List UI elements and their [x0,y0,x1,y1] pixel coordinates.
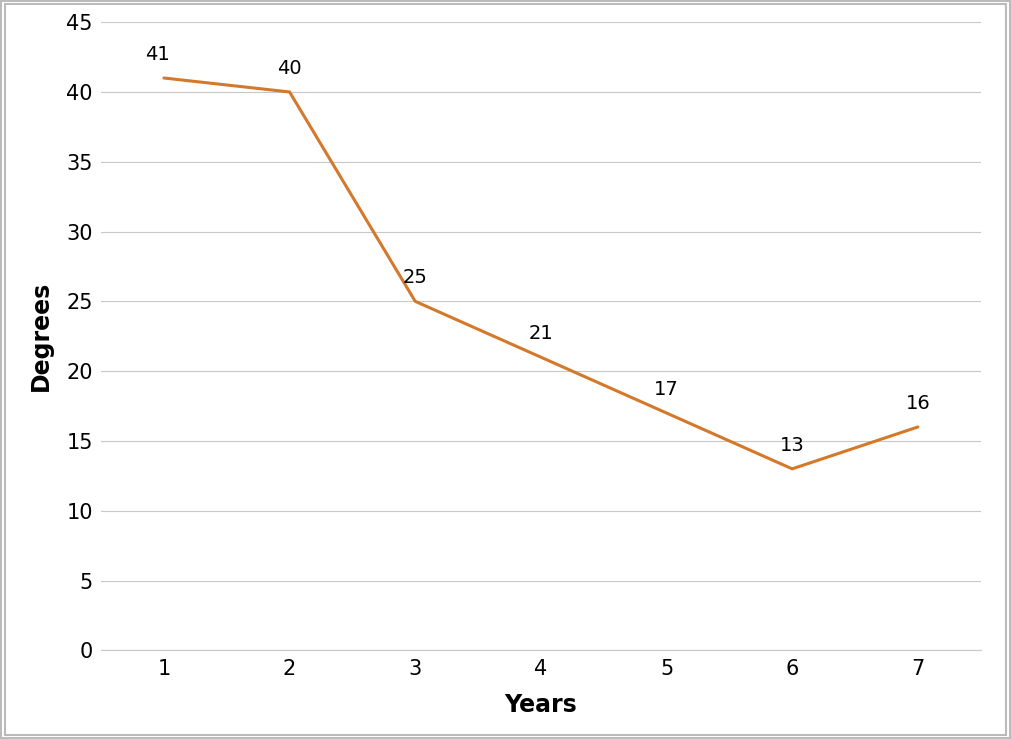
Text: 41: 41 [146,45,170,64]
Text: 25: 25 [402,268,428,287]
Text: 21: 21 [529,324,553,343]
Y-axis label: Degrees: Degrees [28,281,53,392]
X-axis label: Years: Years [504,692,577,717]
Text: 13: 13 [779,436,805,455]
Text: 40: 40 [277,59,302,78]
Text: 17: 17 [654,380,679,399]
Text: 16: 16 [906,394,930,413]
